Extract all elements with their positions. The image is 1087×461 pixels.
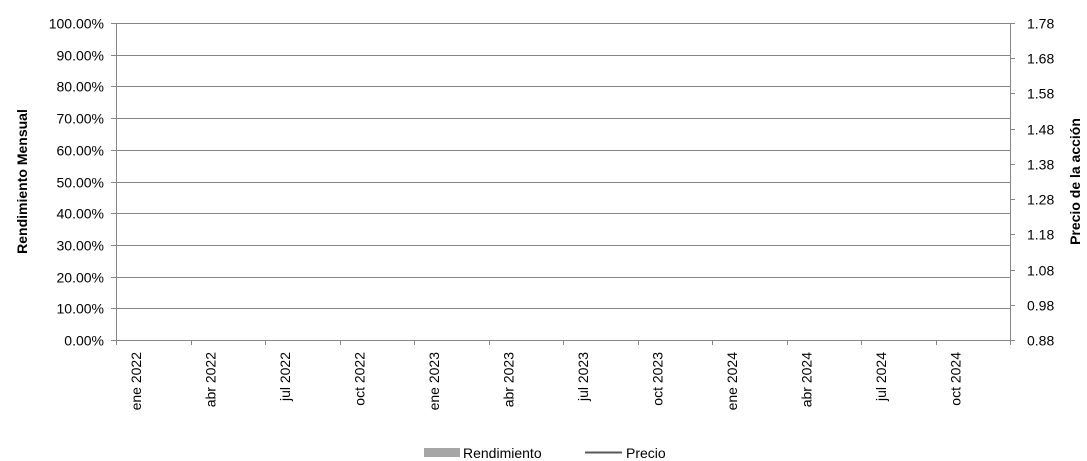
left-tick-label: 70.00% — [57, 111, 104, 127]
left-tick-label: 0.00% — [64, 333, 104, 349]
right-tick-label: 1.58 — [1027, 86, 1054, 102]
left-tick-label: 50.00% — [57, 175, 104, 191]
legend-precio-label: Precio — [626, 445, 666, 461]
x-tick-label: oct 2023 — [649, 352, 665, 406]
right-tick-label: 0.88 — [1027, 333, 1054, 349]
legend-rendimiento-swatch — [424, 448, 460, 457]
x-tick-label: oct 2022 — [351, 352, 367, 406]
x-tick-label: abr 2022 — [202, 352, 218, 407]
left-axis-title: Rendimiento Mensual — [14, 109, 30, 254]
right-tick-label: 1.68 — [1027, 51, 1054, 67]
left-tick-label: 80.00% — [57, 79, 104, 95]
left-axis-ticks: 0.00% 10.00% 20.00% 30.00% 40.00% 50.00% 60.00… — [49, 16, 116, 349]
left-tick-label: 100.00% — [49, 16, 104, 32]
x-tick-label: jul 2023 — [575, 352, 591, 402]
x-tick-label: abr 2023 — [500, 352, 516, 407]
right-tick-label: 1.08 — [1027, 263, 1054, 279]
right-tick-label: 1.38 — [1027, 157, 1054, 173]
right-tick-label: 1.28 — [1027, 192, 1054, 208]
right-axis-ticks: 0.88 0.98 1.08 1.18 1.28 1.38 1.48 1.58 1.68 1.78 — [1010, 16, 1054, 349]
left-tick-label: 40.00% — [57, 206, 104, 222]
right-tick-label: 1.48 — [1027, 122, 1054, 138]
left-tick-label: 90.00% — [57, 48, 104, 64]
x-tick-label: ene 2022 — [128, 352, 144, 411]
left-tick-label: 60.00% — [57, 143, 104, 159]
x-tick-label: oct 2024 — [947, 352, 963, 406]
left-tick-label: 10.00% — [57, 301, 104, 317]
left-tick-label: 30.00% — [57, 238, 104, 254]
x-tick-label: jul 2024 — [873, 352, 889, 402]
x-tick-label: ene 2023 — [426, 352, 442, 411]
gridlines — [116, 23, 1010, 309]
right-tick-label: 1.18 — [1027, 227, 1054, 243]
right-axis-title: Precio de la acción — [1067, 118, 1083, 245]
x-axis-ticks: ene 2022 abr 2022 jul 2022 oct 2022 ene 2023… — [116, 340, 1011, 411]
left-tick-label: 20.00% — [57, 270, 104, 286]
x-tick-label: ene 2024 — [724, 352, 740, 411]
axes — [116, 23, 1011, 341]
right-tick-label: 1.78 — [1027, 16, 1054, 32]
legend-rendimiento-label: Rendimiento — [463, 445, 542, 461]
x-tick-label: jul 2022 — [277, 352, 293, 402]
legend: Rendimiento Precio — [424, 445, 666, 461]
right-tick-label: 0.98 — [1027, 298, 1054, 314]
x-tick-label: abr 2024 — [798, 352, 814, 407]
